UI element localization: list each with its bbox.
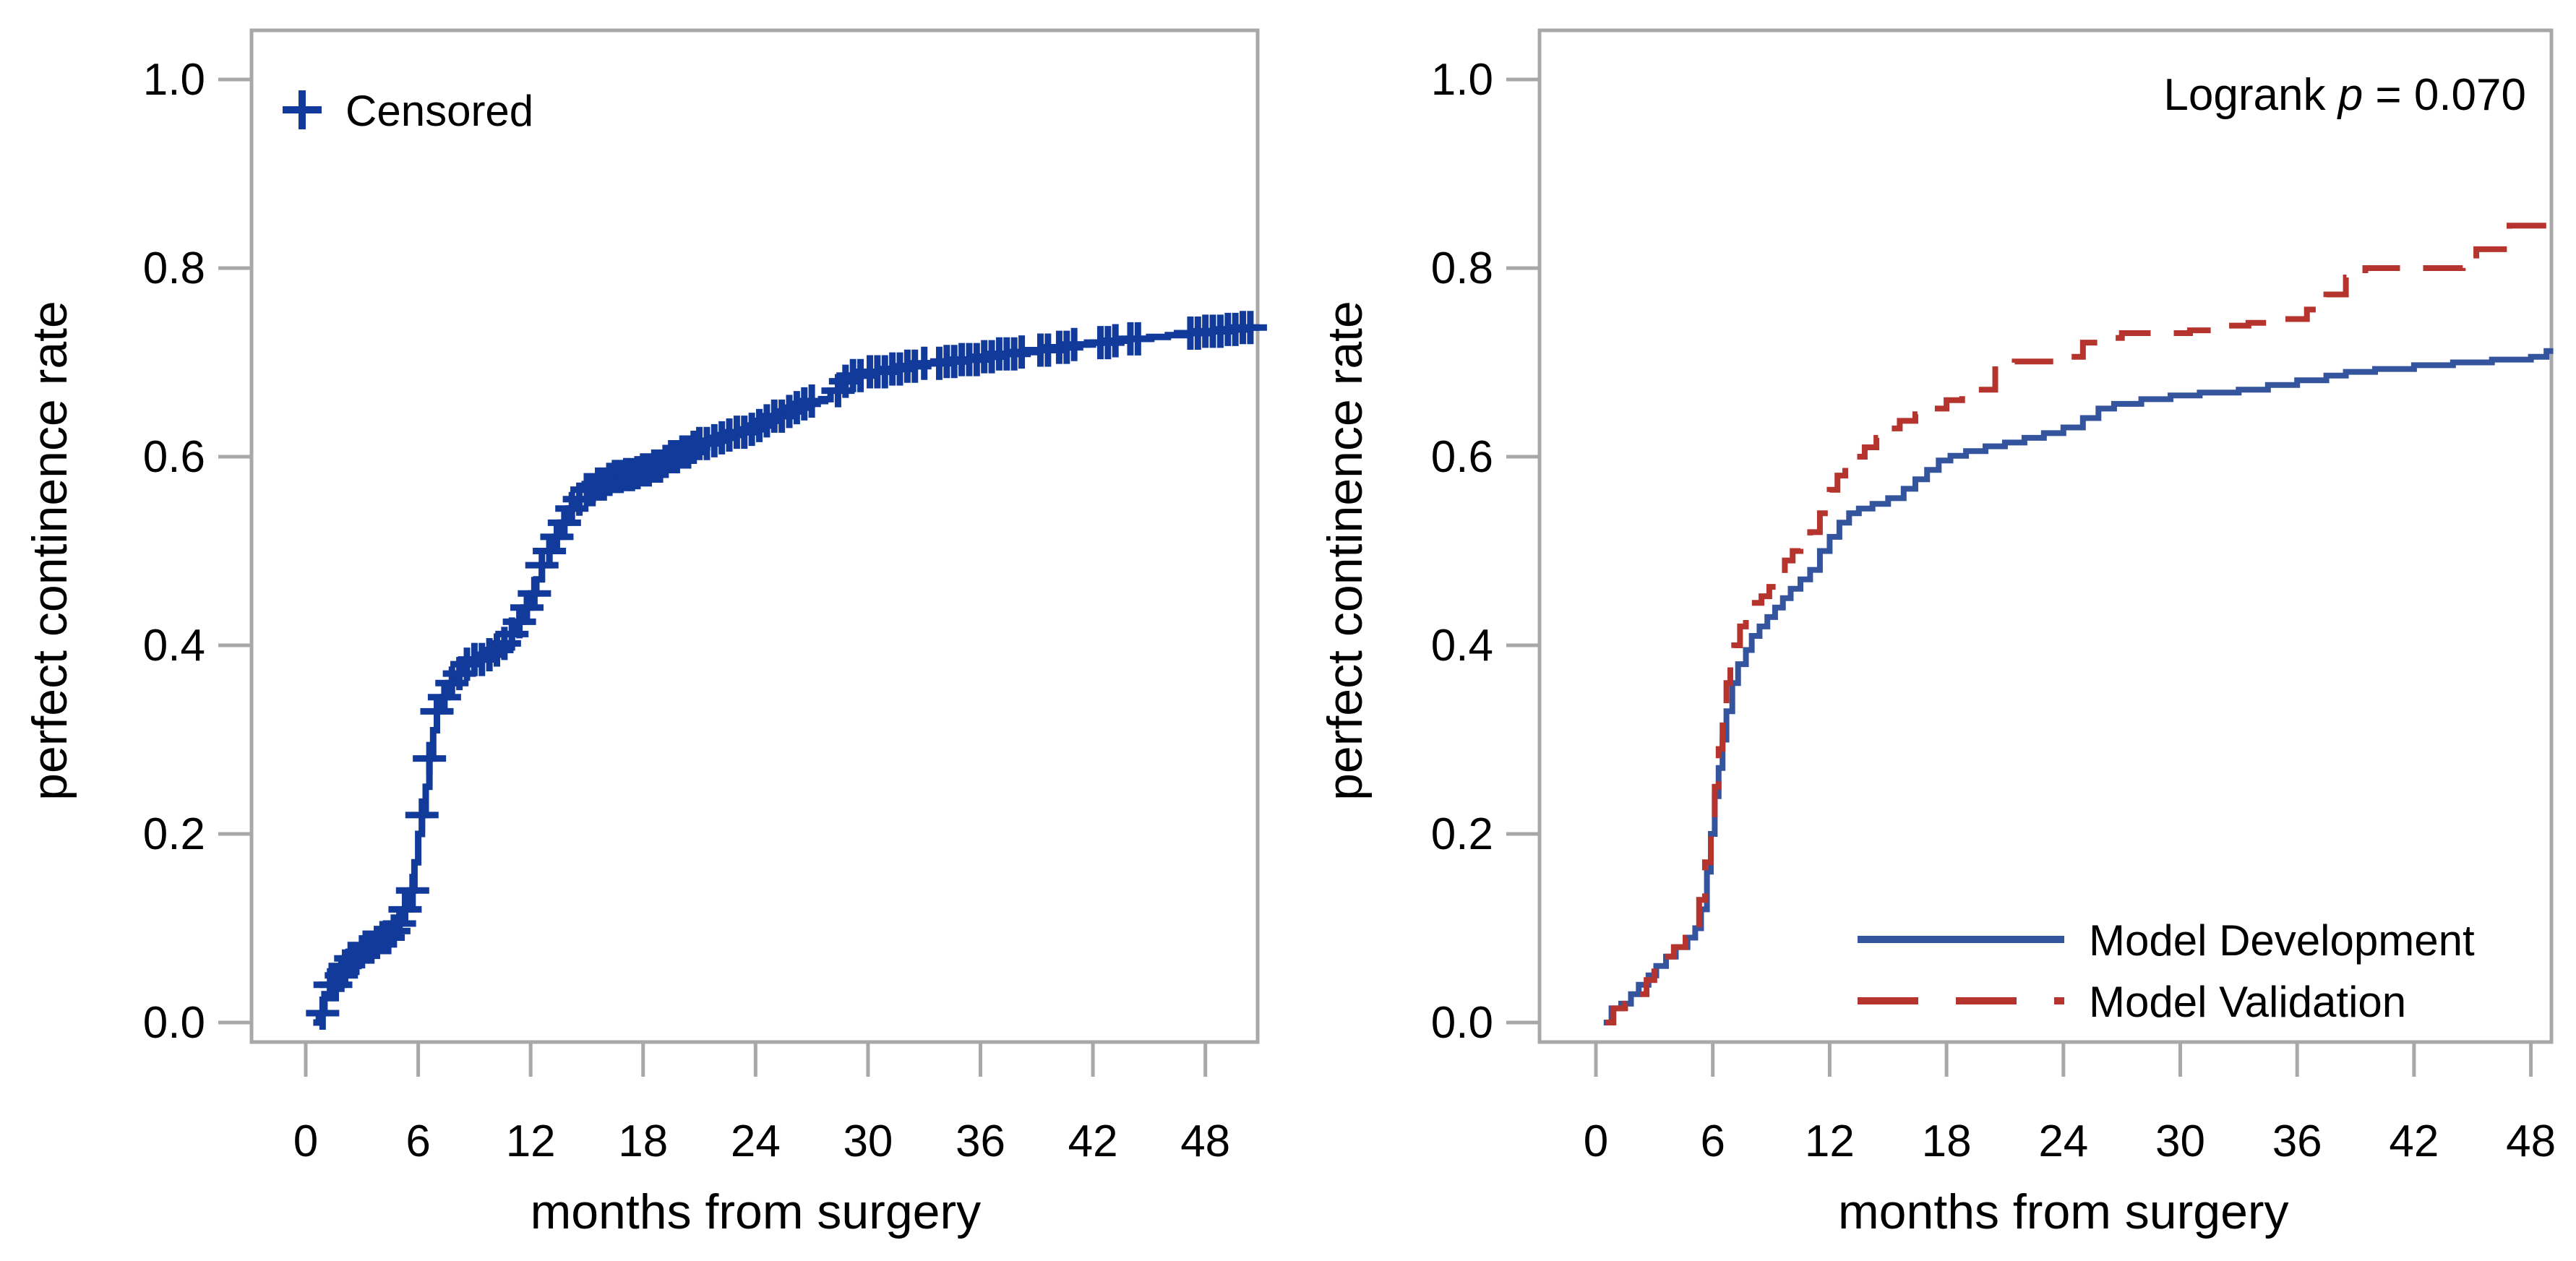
y-tick-label: 0.8 [143,244,205,293]
km-curve-model-validation [1605,223,2551,1025]
legend-censored-label: Censored [345,87,533,135]
legend-censored: Censored [283,87,533,135]
y-tick-label: 0.8 [1431,244,1493,293]
x-axis-title: months from surgery [1838,1184,2289,1239]
legend-label: Model Development [2089,916,2475,965]
x-tick-label: 30 [843,1116,893,1166]
x-tick-label: 6 [405,1116,430,1166]
x-tick-label: 42 [2389,1116,2439,1166]
x-tick-label: 48 [2506,1116,2556,1166]
x-tick-label: 48 [1180,1116,1230,1166]
y-tick-label: 0.2 [1431,809,1493,859]
panel-overall-cohort: 0 6 12 18 24 30 36 42 48 1.0 0.8 0.6 0.4 0.2 0.0 months… [22,28,1267,1239]
x-tick-label: 18 [618,1116,668,1166]
x-tick-label: 42 [1068,1116,1118,1166]
x-tick-label: 30 [2155,1116,2205,1166]
x-tick-label: 18 [1922,1116,1972,1166]
x-tick-label: 24 [2038,1116,2088,1166]
x-tick-label: 24 [731,1116,781,1166]
censor-marks [306,311,1267,1030]
y-tick-label: 1.0 [1431,55,1493,105]
x-axis-title: months from surgery [531,1184,982,1239]
legend-label: Model Validation [2089,978,2406,1026]
x-tick-label: 12 [1805,1116,1855,1166]
y-tick-label: 0.0 [1431,998,1493,1048]
y-axis-title: perfect continence rate [22,301,77,801]
y-tick-label: 0.0 [143,998,205,1048]
x-tick-label: 36 [2272,1116,2322,1166]
y-tick-label: 0.4 [143,621,205,671]
legend-model-development: Model Development [1858,916,2475,965]
x-tick-label: 0 [1584,1116,1608,1166]
logrank-annotation: Logrank p = 0.070 [2163,70,2526,120]
y-tick-label: 0.4 [1431,621,1493,671]
y-tick-label: 0.2 [143,809,205,859]
y-tick-label: 0.6 [143,432,205,482]
legend-model-validation: Model Validation [1858,978,2406,1026]
y-axis-title: perfect continence rate [1318,301,1373,801]
panel-development-vs-validation: 0 6 12 18 24 30 36 42 48 1.0 0.8 0.6 0.4 0.2 0.0 months… [1318,28,2556,1239]
plot-border [1537,28,2554,1044]
y-tick-label: 0.6 [1431,432,1493,482]
y-tick-label: 1.0 [143,55,205,105]
x-tick-label: 0 [293,1116,318,1166]
x-tick-label: 36 [956,1116,1005,1166]
x-tick-label: 12 [506,1116,556,1166]
x-tick-label: 6 [1700,1116,1725,1166]
